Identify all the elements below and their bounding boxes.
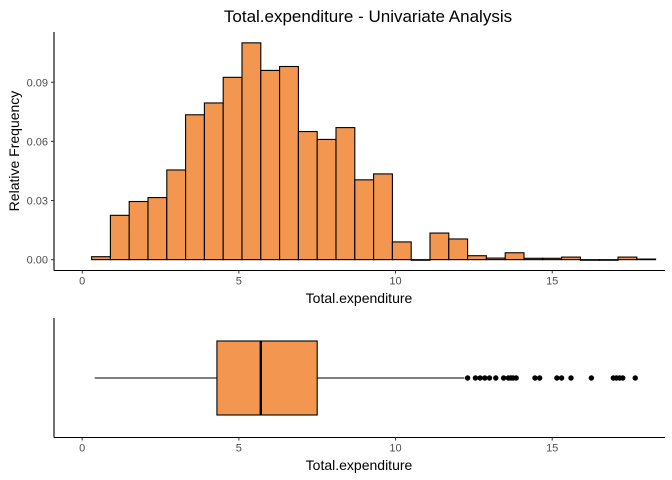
boxplot-outlier-12 [536,375,543,381]
histogram-bar-5 [185,114,205,261]
histogram-bar-29 [636,258,657,261]
histogram-bar-21 [485,257,506,261]
boxplot-outlier-20 [620,375,626,381]
histogram-bar-15 [373,173,393,261]
histogram-bar-22 [504,252,525,261]
chart-title: Total.expenditure - Univariate Analysis [224,7,512,26]
boxplot-x-ticks: 0 5 10 15 [79,437,558,455]
histogram-y-ticks: 0.00 0.03 0.06 0.09 [27,77,54,267]
boxplot-outlier-3 [482,375,488,381]
boxplot-outlier-13 [554,375,560,381]
histogram-x-tick-label-1: 5 [236,276,242,288]
histogram-bar-16 [391,241,412,261]
histogram-bars [91,42,657,261]
histogram-bar-11 [297,130,318,261]
histogram-bar-13 [335,127,356,261]
histogram-bar-27 [598,259,619,261]
boxplot-outlier-1 [472,375,479,381]
histogram-bar-18 [429,232,450,261]
boxplot-outlier-16 [588,375,595,381]
histogram-bar-2 [128,200,149,261]
boxplot-x-tick-label-2: 10 [389,443,401,455]
boxplot-outlier-6 [500,375,507,381]
boxplot-box [216,340,318,416]
boxplot-outlier-4 [486,375,493,381]
histogram-bar-4 [166,169,187,261]
histogram-x-tick-label-0: 0 [79,276,85,288]
boxplot-outlier-5 [493,375,499,381]
histogram-bar-10 [279,65,299,261]
histogram-bar-19 [448,238,469,261]
boxplot-outlier-15 [568,375,574,381]
histogram-bar-20 [467,255,487,261]
histogram-bar-14 [354,179,375,261]
histogram-bar-26 [579,259,600,261]
boxplot-outlier-11 [532,375,538,381]
histogram-bar-23 [523,257,544,261]
histogram-x-tick-label-2: 10 [389,276,401,288]
boxplot-outlier-10 [513,375,519,381]
histogram-y-tick-label-2: 0.06 [27,136,48,148]
histogram-y-tick-label-0: 0.00 [27,255,48,267]
histogram-bar-28 [617,256,638,261]
boxplot-x-tick-label-0: 0 [79,443,85,455]
boxplot-outlier-14 [558,375,565,381]
boxplot-outlier-0 [464,375,471,381]
histogram-bar-7 [222,76,243,261]
boxplot-outlier-2 [477,375,483,381]
histogram-bar-24 [542,257,563,261]
histogram-x-tick-label-3: 15 [546,276,558,288]
histogram-y-tick-label-3: 0.09 [27,77,48,89]
histogram-bar-0 [91,256,111,261]
histogram-bar-3 [147,197,168,261]
histogram-x-ticks: 0 5 10 15 [79,270,558,288]
boxplot-outlier-21 [632,375,638,381]
histogram-bar-12 [316,138,337,261]
boxplot [94,340,638,416]
histogram-bar-17 [410,259,431,261]
histogram-bar-1 [109,214,130,261]
boxplot-x-tick-label-1: 5 [236,443,242,455]
histogram-bar-9 [260,69,281,261]
histogram-bar-8 [241,42,262,261]
histogram-y-axis-title: Relative Frequency [6,91,22,212]
histogram-x-axis-title: Total.expenditure [306,290,413,306]
histogram-bar-25 [561,256,581,261]
boxplot-x-tick-label-3: 15 [546,443,558,455]
boxplot-x-axis-title: Total.expenditure [306,457,413,473]
histogram-y-tick-label-1: 0.03 [27,196,48,208]
histogram-bar-6 [203,102,224,261]
